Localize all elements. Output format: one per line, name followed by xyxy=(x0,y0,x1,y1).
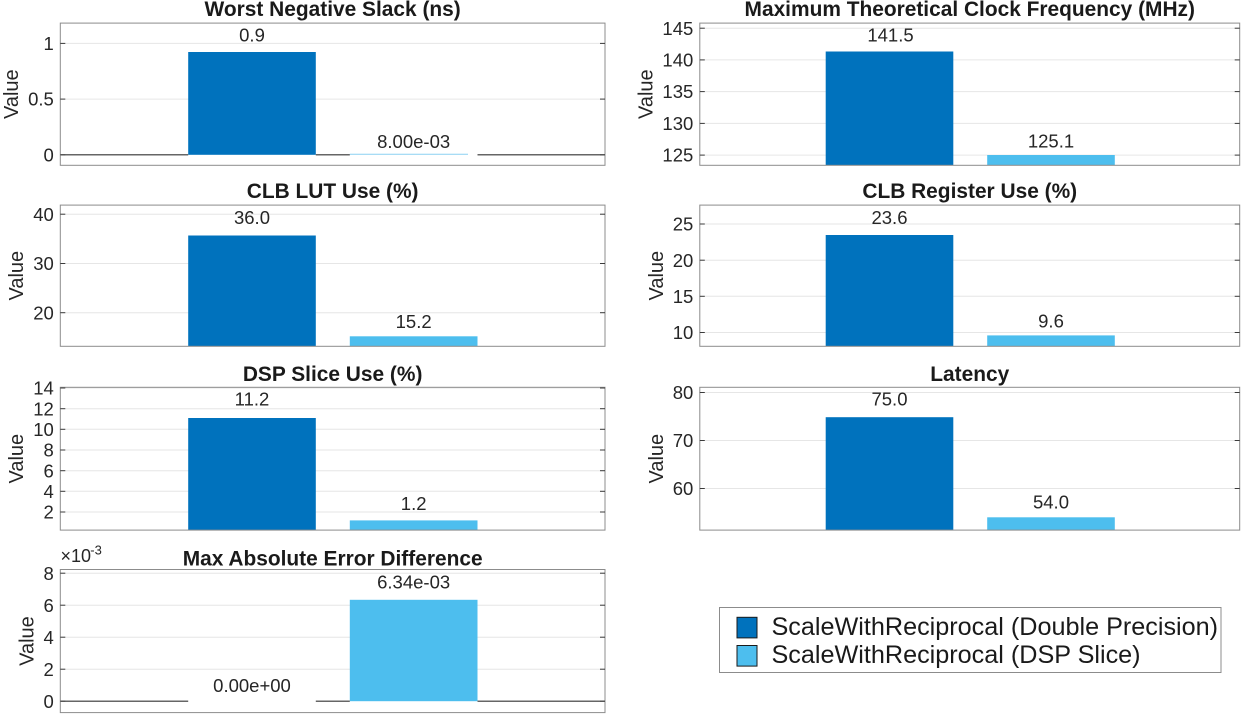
svg-text:CLB LUT Use (%): CLB LUT Use (%) xyxy=(247,180,419,203)
svg-text:0.00e+00: 0.00e+00 xyxy=(213,675,291,696)
svg-text:Max Absolute Error Difference: Max Absolute Error Difference xyxy=(183,548,483,571)
svg-text:Worst Negative Slack (ns): Worst Negative Slack (ns) xyxy=(205,0,461,21)
svg-text:6: 6 xyxy=(44,595,54,616)
svg-text:30: 30 xyxy=(33,253,54,274)
svg-text:40: 40 xyxy=(33,204,54,225)
svg-text:-3: -3 xyxy=(90,543,102,558)
svg-text:1.2: 1.2 xyxy=(401,493,427,514)
svg-text:10: 10 xyxy=(33,419,54,440)
svg-text:0.9: 0.9 xyxy=(239,25,265,46)
svg-text:Value: Value xyxy=(646,434,668,484)
svg-text:60: 60 xyxy=(673,478,694,499)
svg-text:DSP Slice Use (%): DSP Slice Use (%) xyxy=(243,363,423,386)
svg-text:Value: Value xyxy=(646,251,668,301)
svg-text:Latency: Latency xyxy=(930,363,1009,386)
svg-text:130: 130 xyxy=(662,113,693,134)
svg-text:140: 140 xyxy=(662,50,693,71)
svg-text:75.0: 75.0 xyxy=(871,389,907,410)
svg-text:10: 10 xyxy=(673,322,694,343)
svg-text:Value: Value xyxy=(17,616,39,666)
svg-text:70: 70 xyxy=(673,430,694,451)
svg-text:Value: Value xyxy=(6,434,28,484)
svg-text:54.0: 54.0 xyxy=(1033,492,1069,513)
svg-text:6: 6 xyxy=(44,460,54,481)
svg-text:Value: Value xyxy=(636,69,658,119)
svg-text:14: 14 xyxy=(33,378,54,399)
svg-text:23.6: 23.6 xyxy=(871,207,907,228)
svg-text:6.34e-03: 6.34e-03 xyxy=(377,572,450,593)
svg-text:Maximum Theoretical Clock Freq: Maximum Theoretical Clock Frequency (MHz… xyxy=(745,0,1195,21)
svg-text:8: 8 xyxy=(44,440,54,461)
svg-text:141.5: 141.5 xyxy=(867,25,913,46)
svg-text:1: 1 xyxy=(44,33,54,54)
svg-text:8: 8 xyxy=(44,563,54,584)
svg-text:2: 2 xyxy=(44,502,54,523)
svg-text:145: 145 xyxy=(662,18,693,39)
svg-text:36.0: 36.0 xyxy=(234,207,270,228)
svg-text:Value: Value xyxy=(6,251,28,301)
svg-text:9.6: 9.6 xyxy=(1038,311,1064,332)
svg-text:ScaleWithReciprocal (DSP Slice: ScaleWithReciprocal (DSP Slice) xyxy=(772,641,1141,669)
svg-text:0: 0 xyxy=(44,691,54,712)
svg-text:20: 20 xyxy=(673,250,694,271)
svg-text:2: 2 xyxy=(44,659,54,680)
svg-text:15: 15 xyxy=(673,286,694,307)
svg-text:125: 125 xyxy=(662,145,693,166)
svg-text:80: 80 xyxy=(673,382,694,403)
svg-text:25: 25 xyxy=(673,214,694,235)
svg-text:×10: ×10 xyxy=(61,546,92,566)
svg-text:ScaleWithReciprocal (Double Pr: ScaleWithReciprocal (Double Precision) xyxy=(772,613,1219,641)
svg-text:8.00e-03: 8.00e-03 xyxy=(377,131,450,152)
svg-text:0.5: 0.5 xyxy=(28,89,54,110)
svg-text:12: 12 xyxy=(33,398,54,419)
svg-text:125.1: 125.1 xyxy=(1028,131,1074,152)
svg-text:CLB Register Use (%): CLB Register Use (%) xyxy=(862,180,1077,203)
svg-text:Value: Value xyxy=(1,69,23,119)
svg-text:135: 135 xyxy=(662,81,693,102)
svg-text:4: 4 xyxy=(44,627,54,648)
svg-text:20: 20 xyxy=(33,302,54,323)
svg-text:0: 0 xyxy=(44,144,54,165)
svg-text:15.2: 15.2 xyxy=(396,311,432,332)
svg-text:11.2: 11.2 xyxy=(235,389,270,410)
svg-text:4: 4 xyxy=(44,481,54,502)
